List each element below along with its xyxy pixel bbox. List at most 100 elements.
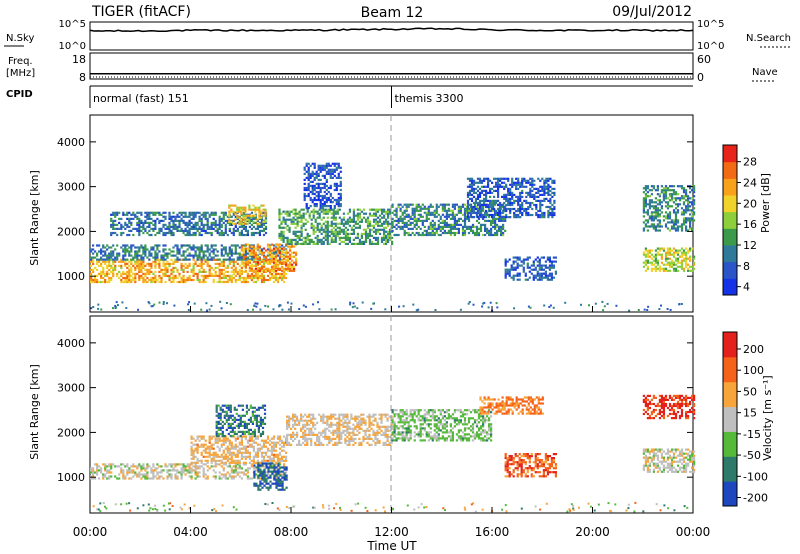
heatmap-cell (372, 214, 376, 217)
heatmap-cell (180, 219, 183, 222)
heatmap-cell (463, 213, 467, 216)
heatmap-cell (656, 215, 659, 218)
heatmap-cell (176, 258, 179, 261)
heatmap-cell (298, 236, 301, 239)
heatmap-cell (674, 257, 678, 260)
heatmap-cell (92, 248, 95, 251)
heatmap-cell (310, 240, 313, 243)
heatmap-cell (236, 244, 239, 247)
heatmap-cell (672, 247, 676, 250)
heatmap-cell (419, 207, 422, 210)
heatmap-cell (687, 219, 690, 222)
heatmap-cell (531, 181, 534, 184)
heatmap-cell (315, 176, 318, 179)
heatmap-cell (549, 207, 552, 211)
heatmap-cell (685, 229, 688, 232)
heatmap-cell (326, 216, 329, 219)
heatmap-cell (316, 226, 319, 229)
heatmap-cell (162, 268, 165, 271)
heatmap-cell (532, 262, 535, 265)
heatmap-cell (196, 451, 199, 454)
heatmap-cell (306, 238, 309, 241)
heatmap-cell (262, 465, 266, 468)
heatmap-cell (278, 463, 282, 466)
heatmap-cell (433, 221, 436, 224)
heatmap-cell (315, 172, 318, 175)
heatmap-cell (401, 221, 404, 224)
heatmap-cell (313, 178, 316, 181)
heatmap-cell (471, 223, 475, 226)
heatmap-cell (289, 261, 292, 264)
heatmap-cell (218, 258, 221, 261)
heatmap-cell (512, 276, 515, 279)
heatmap-cell (687, 257, 690, 260)
heatmap-cell (144, 469, 147, 472)
heatmap-cell (108, 252, 111, 255)
heatmap-cell (124, 244, 127, 247)
heatmap-cell (674, 267, 678, 270)
heatmap-cell (188, 465, 191, 468)
heatmap-cell (433, 233, 436, 237)
heatmap-cell (106, 254, 109, 257)
heatmap-cell (545, 177, 548, 180)
heatmap-cell (298, 216, 301, 219)
heatmap-cell (284, 236, 287, 239)
heatmap-cell (342, 240, 345, 243)
heatmap-cell (535, 195, 538, 198)
heatmap-cell (176, 276, 179, 280)
heatmap-cell (423, 225, 426, 228)
heatmap-cell (488, 207, 491, 210)
heatmap-cell (470, 211, 474, 215)
heatmap-cell (132, 213, 135, 216)
heatmap-cell (497, 203, 500, 207)
heatmap-cell (366, 220, 370, 223)
heatmap-cell (124, 276, 127, 280)
heatmap-cell (281, 265, 284, 268)
heatmap-cell (254, 469, 257, 472)
heatmap-cell (232, 210, 235, 213)
heatmap-cell (511, 179, 514, 182)
heatmap-cell (519, 203, 522, 207)
heatmap-cell (296, 236, 299, 239)
heatmap-cell (685, 217, 688, 220)
heatmap-cell (360, 242, 363, 245)
heatmap-cell (662, 215, 665, 218)
heatmap-cell (531, 195, 534, 198)
heatmap-cell (476, 195, 480, 198)
heatmap-cell (687, 269, 690, 272)
heatmap-cell (168, 211, 171, 214)
heatmap-cell (262, 268, 266, 271)
heatmap-cell (266, 269, 270, 272)
heatmap-cell (323, 186, 326, 190)
heatmap-cell (254, 206, 257, 209)
heatmap-cell (660, 261, 663, 264)
heatmap-cell (522, 262, 525, 265)
heatmap-cell (246, 247, 249, 250)
heatmap-cell (108, 246, 111, 249)
heatmap-cell (126, 244, 129, 247)
heatmap-cell (130, 262, 133, 265)
heatmap-cell (554, 272, 557, 275)
heatmap-cell (214, 211, 217, 214)
heatmap-cell (417, 225, 420, 228)
heatmap-cell (236, 258, 239, 261)
heatmap-cell (443, 231, 446, 235)
heatmap-cell (206, 217, 209, 220)
heatmap-cell (532, 278, 535, 281)
heatmap-cell (642, 199, 645, 202)
heatmap-cell (202, 254, 205, 257)
heatmap-cell (685, 207, 688, 210)
heatmap-cell (317, 184, 320, 187)
heatmap-cell (206, 244, 209, 247)
heatmap-cell (315, 203, 318, 206)
heatmap-cell (514, 274, 517, 277)
heatmap-cell (317, 182, 320, 185)
heatmap-cell (534, 266, 537, 269)
heatmap-cell (106, 244, 109, 247)
heatmap-cell (682, 249, 686, 252)
heatmap-cell (405, 225, 408, 228)
heatmap-cell (368, 208, 372, 211)
heatmap-cell (232, 233, 235, 237)
heatmap-cell (680, 261, 684, 264)
heatmap-cell (132, 256, 135, 259)
